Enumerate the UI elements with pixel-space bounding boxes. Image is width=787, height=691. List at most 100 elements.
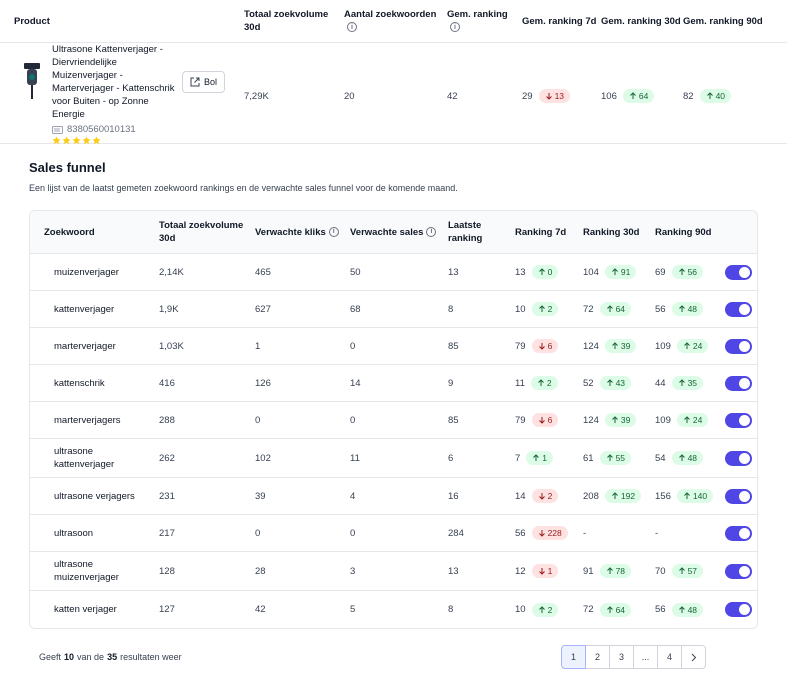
cell-last: 8 (448, 604, 454, 615)
column-header: Totaal zoekvolume 30d (244, 8, 334, 34)
ranking-value: 69 (655, 266, 666, 278)
ranking-value: 56 (655, 303, 666, 315)
ranking-value: 44 (655, 377, 666, 389)
product-info: Ultrasone Kattenverjager - Diervriendeli… (52, 43, 180, 149)
ranking-change: 24 (676, 413, 709, 427)
change-value: 0 (547, 267, 553, 277)
ranking-change: 43 (599, 376, 632, 390)
toggle[interactable] (725, 525, 752, 541)
column-header: Totaal zoekvolume 30d (159, 219, 244, 245)
ranking-value: 54 (655, 452, 666, 464)
cell-volume: 262 (159, 452, 175, 464)
page-button[interactable]: 2 (585, 645, 610, 669)
ranking-cell: 52 43 (583, 376, 655, 390)
change-value: 56 (687, 267, 698, 277)
ranking-cell: 56 48 (655, 302, 725, 316)
ranking-change: 2 (531, 602, 559, 617)
ranking-cell: 79 6 (515, 339, 583, 353)
ranking-cell: 29 13 (522, 89, 601, 103)
star (62, 136, 71, 149)
ranking-value: 79 (515, 414, 526, 426)
pagination: 1 2 3... 4 (561, 645, 706, 669)
ranking-cell: 72 64 (583, 302, 655, 316)
ranking-cell: 91 78 (583, 564, 655, 578)
column-header: Laatste ranking (448, 219, 488, 245)
ranking-cell: 14 2 (515, 489, 583, 503)
table-row: ultrasone kattenverjager 262 102 11 6 7 1 61 55 5… (30, 439, 757, 478)
toggle[interactable] (725, 563, 752, 579)
bol-button[interactable]: Bol (182, 71, 226, 93)
page-button[interactable]: 3 (609, 645, 634, 669)
change-value: 1 (547, 566, 553, 576)
cell-last: 284 (448, 527, 464, 539)
toggle[interactable] (725, 602, 752, 617)
column-header: Aantal zoekwoorden i (344, 8, 447, 34)
table-row: muizenverjager 2,14K 465 50 13 13 0 104 91 69 56 (30, 254, 757, 291)
cell-sales: 5 (350, 604, 356, 615)
info-icon: i (347, 22, 357, 33)
page-button[interactable]: ... (633, 645, 658, 669)
change-value: 24 (692, 415, 703, 425)
ranking-change: 1 (526, 451, 554, 465)
next-button[interactable] (681, 645, 706, 669)
section-title: Sales funnel (29, 160, 106, 175)
table-row: kattenschrik 416 126 14 9 11 2 52 43 44 35 (30, 365, 757, 402)
ranking-cell: 61 55 (583, 451, 655, 465)
cell-sales: 0 (350, 340, 356, 352)
ranking-change: 228 (531, 526, 568, 540)
toggle[interactable] (725, 301, 752, 317)
cell-sales: 0 (350, 527, 356, 539)
ranking-change: 56 (671, 265, 704, 279)
toggle[interactable] (725, 375, 752, 391)
cell-clicks: 0 (255, 414, 261, 426)
cell-volume: 217 (159, 527, 175, 539)
header-text: Gem. ranking (447, 9, 508, 20)
cell-sales: 11 (350, 452, 360, 464)
page-button[interactable]: 1 (561, 645, 586, 669)
cell-last: 6 (448, 452, 454, 464)
ranking-change: 40 (699, 89, 732, 103)
change-value: 6 (547, 415, 553, 425)
page-button[interactable]: 4 (657, 645, 682, 669)
column-header: Gem. ranking 30d (601, 15, 683, 28)
product-name: Ultrasone Kattenverjager - Diervriendeli… (52, 44, 175, 120)
keyword: marterverjagers (54, 414, 121, 426)
column-header: Product (14, 15, 244, 28)
ranking-cell: 10 2 (515, 302, 583, 316)
column-header: Verwachte kliks i (255, 226, 350, 239)
summary-part: 35 (107, 652, 118, 662)
toggle[interactable] (725, 450, 752, 466)
info-icon: i (328, 226, 339, 237)
column-header: Gem. ranking 7d (522, 15, 601, 28)
summary-part: Geeft (39, 652, 62, 662)
toggle[interactable] (725, 488, 752, 504)
ranking-change: 48 (671, 602, 704, 617)
ranking-cell: 56 48 (655, 602, 725, 617)
column-header: Ranking 30d (583, 226, 655, 239)
change-value: 39 (620, 415, 631, 425)
summary-part: resultaten weer (120, 652, 182, 662)
ranking-change: 78 (599, 564, 632, 578)
change-value: 64 (615, 604, 626, 615)
header-text: Totaal zoekvolume 30d (244, 9, 329, 33)
ranking-change: 13 (538, 89, 571, 103)
rating (52, 136, 180, 149)
keyword: ultrasone verjagers (54, 490, 135, 502)
ranking-cell: 10 2 (515, 602, 583, 617)
ranking-change: 64 (599, 302, 632, 316)
ranking-value: 11 (515, 377, 525, 389)
toggle[interactable] (725, 264, 752, 280)
change-value: 1 (542, 453, 548, 463)
ranking-change: 48 (671, 451, 704, 465)
ranking-change: 39 (604, 413, 637, 427)
cell-volume: 288 (159, 414, 175, 426)
ranking-value: 72 (583, 604, 594, 615)
toggle[interactable] (725, 412, 752, 428)
toggle[interactable] (725, 338, 752, 354)
ranking-value: 56 (515, 527, 526, 539)
change-value: 40 (715, 91, 726, 101)
keyword: ultrasone muizenverjager (54, 559, 119, 583)
ranking-cell: 124 39 (583, 413, 655, 427)
